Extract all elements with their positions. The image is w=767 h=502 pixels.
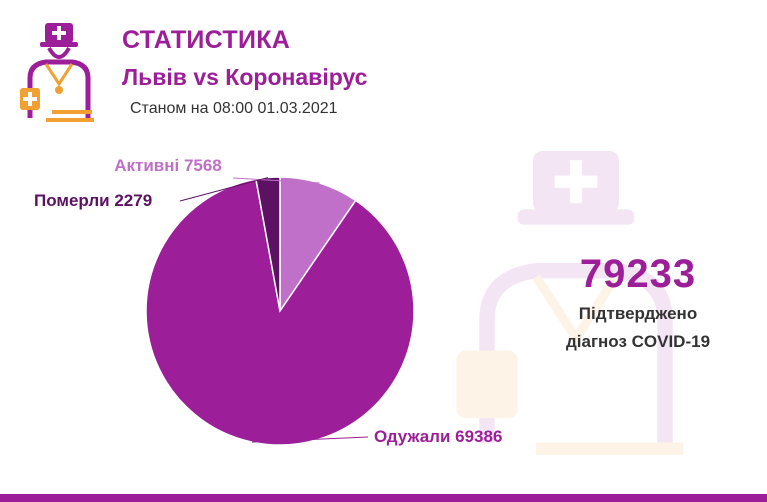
leader-line-3 — [179, 177, 269, 202]
slice-label-3: Померли 2279 — [34, 191, 152, 210]
doctor-logo-icon — [20, 23, 94, 122]
leader-line-1 — [232, 177, 320, 184]
total-label-line1: Підтверджено — [578, 304, 698, 323]
slice-label-2: Одужали 69386 — [374, 427, 502, 446]
footer-bar — [0, 494, 767, 502]
page-title: СТАТИСТИКА — [122, 26, 291, 54]
doctor-watermark-icon — [456, 151, 684, 455]
date-line: Станом на 08:00 01.03.2021 — [130, 100, 338, 117]
slice-label-1: Активні 7568 — [114, 156, 222, 175]
page-subtitle: Львів vs Коронавірус — [122, 64, 368, 90]
total-cases-label: Підтверджено діагноз COVID-19 — [538, 300, 738, 356]
total-cases: 79233 — [579, 252, 697, 296]
total-label-line2: діагноз COVID-19 — [565, 332, 711, 351]
leader-line-2 — [252, 436, 369, 443]
